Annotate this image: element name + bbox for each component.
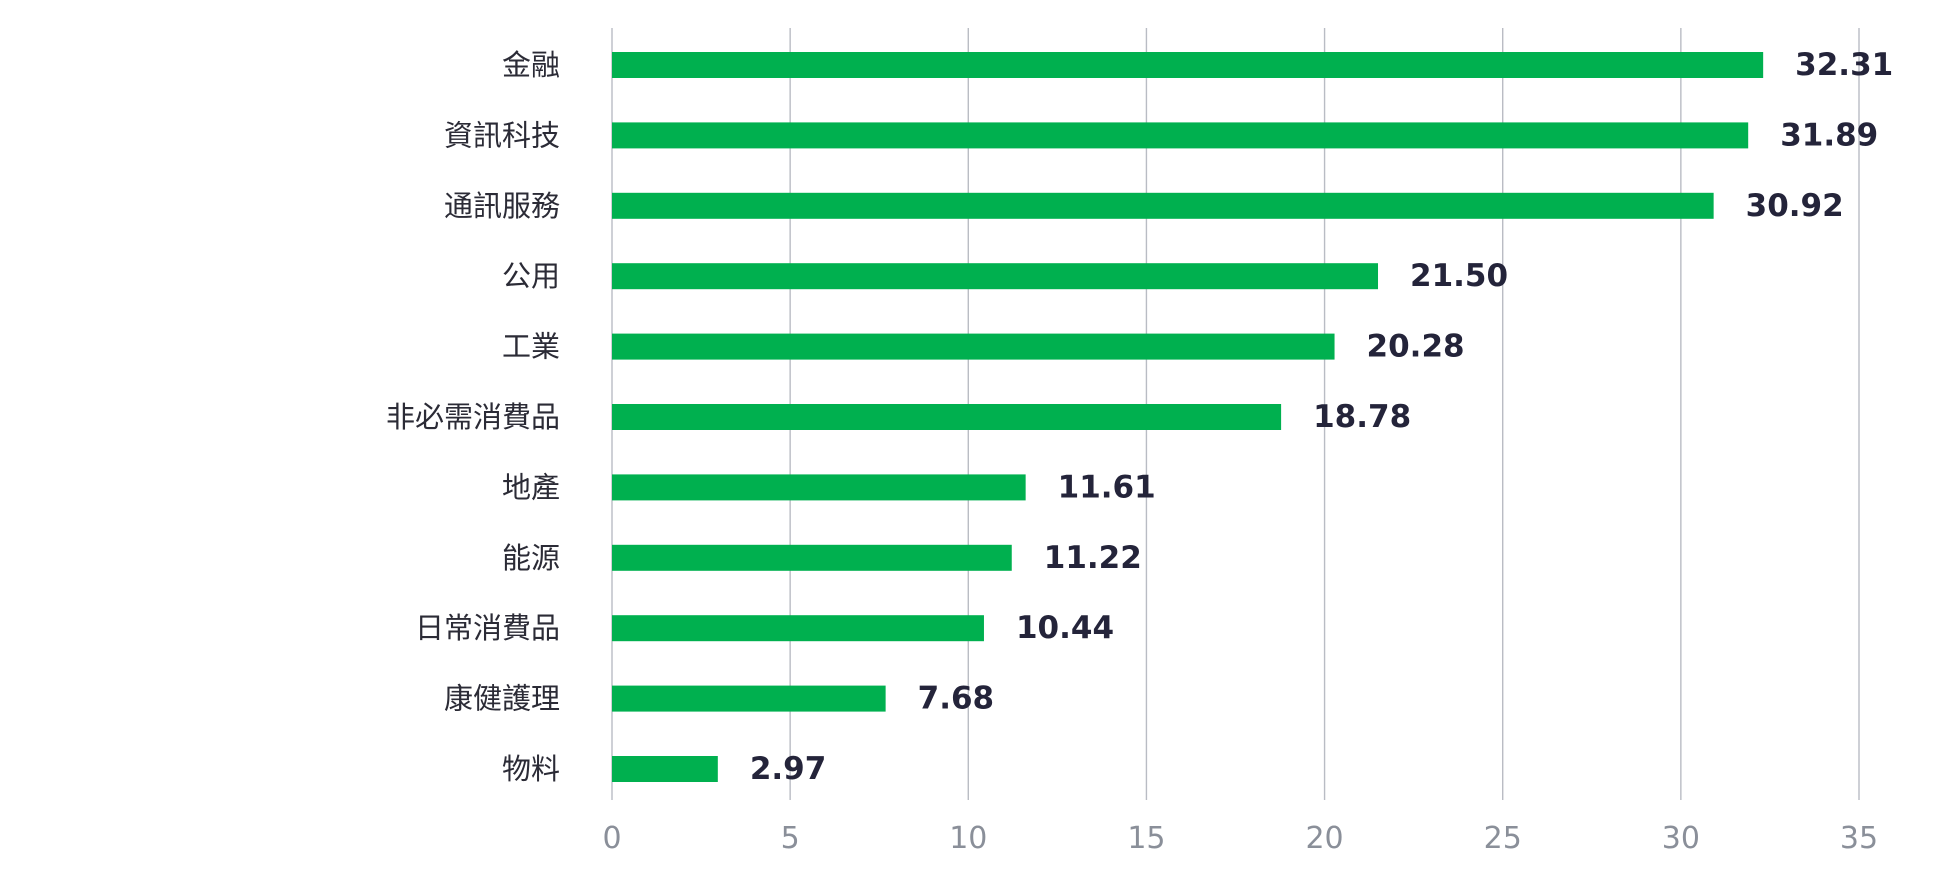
data-label: 30.92: [1746, 188, 1844, 224]
category-label: 工業: [502, 330, 560, 364]
bar: [612, 474, 1026, 501]
data-label: 11.22: [1044, 540, 1142, 576]
bar: [612, 333, 1335, 360]
category-label: 金融: [502, 48, 560, 82]
x-tick-label: 5: [781, 821, 800, 856]
category-label: 非必需消費品: [386, 400, 560, 434]
data-label: 11.61: [1058, 469, 1156, 505]
bar: [612, 404, 1282, 430]
bar: [612, 192, 1714, 219]
data-label: 32.31: [1795, 47, 1893, 83]
x-tick-label: 10: [949, 821, 987, 856]
category-label: 地產: [502, 470, 560, 504]
category-label: 公用: [502, 259, 560, 293]
data-label: 18.78: [1313, 399, 1411, 435]
bar: [612, 685, 886, 712]
bar: [612, 756, 718, 782]
category-label: 通訊服務: [444, 189, 560, 223]
value-labels: 32.31 31.89 30.92 21.50 20.28 18.78 11.61 11.22…: [750, 47, 1893, 787]
x-axis-ticks: 0 5 10 15 20 25 30 35: [602, 821, 1878, 856]
data-label: 2.97: [750, 751, 827, 787]
bars: [612, 52, 1764, 782]
data-label: 20.28: [1367, 329, 1465, 365]
bar: [612, 52, 1764, 78]
x-tick-label: 25: [1484, 821, 1522, 856]
category-label: 物料: [502, 752, 560, 786]
category-label: 康健護理: [444, 682, 560, 716]
x-tick-label: 30: [1662, 821, 1700, 856]
category-label: 日常消費品: [415, 611, 560, 645]
data-label: 31.89: [1780, 117, 1878, 153]
x-tick-label: 35: [1840, 821, 1878, 856]
x-tick-label: 15: [1127, 821, 1165, 856]
category-label: 能源: [502, 541, 560, 575]
bar: [612, 122, 1749, 149]
x-tick-label: 20: [1305, 821, 1343, 856]
category-label: 資訊科技: [444, 118, 560, 152]
data-label: 21.50: [1410, 258, 1508, 294]
x-tick-label: 0: [602, 821, 621, 856]
bar: [612, 544, 1012, 571]
bar: [612, 615, 984, 642]
data-label: 7.68: [918, 681, 995, 717]
bar: [612, 263, 1379, 290]
data-label: 10.44: [1016, 610, 1114, 646]
